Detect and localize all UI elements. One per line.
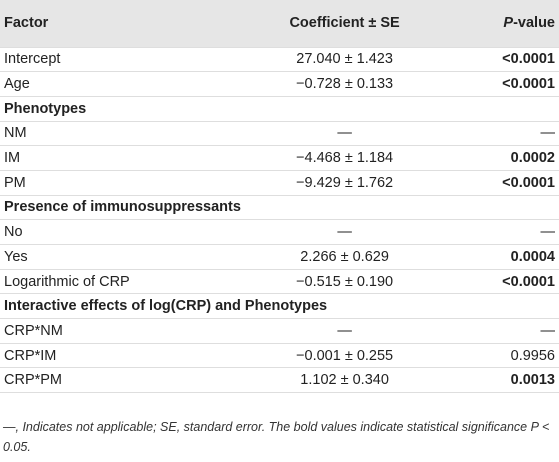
cell-p-value: —: [540, 322, 556, 339]
cell-p-value: <0.0001: [502, 51, 555, 68]
cell-coefficient: 27.040 ± 1.423: [296, 51, 393, 68]
regression-table: Factor Coefficient ± SE P-value Intercep…: [0, 0, 559, 393]
header-p-rest: -value: [513, 15, 555, 32]
cell-coefficient: −9.429 ± 1.762: [296, 174, 394, 191]
cell-p-value: 0.0013: [510, 372, 555, 389]
table-row: Yes 2.266 ± 0.629 0.0004: [0, 244, 559, 270]
cell-factor: CRP*NM: [4, 322, 63, 339]
cell-coefficient: —: [337, 322, 352, 339]
cell-coefficient: —: [337, 125, 352, 142]
table-row: NM — —: [0, 121, 559, 146]
table-row: CRP*PM 1.102 ± 0.340 0.0013: [0, 367, 559, 393]
table-row: CRP*IM −0.001 ± 0.255 0.9956: [0, 343, 559, 368]
cell-p-value: 0.9956: [510, 347, 555, 364]
section-label: Phenotypes: [4, 100, 87, 117]
cell-factor: Age: [4, 76, 30, 93]
cell-coefficient: −0.001 ± 0.255: [296, 347, 394, 364]
table-row: IM −4.468 ± 1.184 0.0002: [0, 145, 559, 171]
cell-coefficient: −4.468 ± 1.184: [296, 150, 394, 167]
header-factor: Factor: [4, 15, 49, 32]
cell-factor: CRP*IM: [4, 347, 57, 364]
cell-p-value: —: [540, 224, 556, 241]
section-label: Interactive effects of log(CRP) and Phen…: [4, 298, 328, 315]
cell-coefficient: 2.266 ± 0.629: [300, 248, 389, 265]
cell-factor: No: [4, 224, 23, 241]
section-label: Presence of immunosuppressants: [4, 199, 241, 216]
cell-p-value: <0.0001: [502, 76, 555, 93]
cell-coefficient: —: [337, 224, 352, 241]
cell-factor: CRP*PM: [4, 372, 63, 389]
table-header-row: Factor Coefficient ± SE P-value: [0, 0, 559, 47]
cell-p-value: <0.0001: [502, 273, 555, 290]
cell-factor: IM: [4, 150, 21, 167]
table-body: Intercept 27.040 ± 1.423 <0.0001 Age −0.728 …: [0, 47, 559, 393]
cell-coefficient: −0.515 ± 0.190: [296, 273, 394, 290]
section-row: Phenotypes: [0, 96, 559, 121]
cell-factor: Yes: [4, 248, 28, 265]
table-row: Intercept 27.040 ± 1.423 <0.0001: [0, 47, 559, 72]
cell-p-value: 0.0004: [510, 248, 555, 265]
cell-coefficient: −0.728 ± 0.133: [296, 76, 394, 93]
table-row: CRP*NM — —: [0, 318, 559, 344]
cell-coefficient: 1.102 ± 0.340: [300, 372, 389, 389]
cell-p-value: 0.0002: [510, 150, 555, 167]
cell-p-value: —: [540, 125, 556, 142]
header-p-italic: P: [503, 15, 514, 32]
cell-factor: NM: [4, 125, 27, 142]
table-footnote: —, Indicates not applicable; SE, standar…: [3, 420, 550, 454]
table-row: No — —: [0, 219, 559, 245]
header-p-value: P-value: [450, 0, 559, 47]
table-row: PM −9.429 ± 1.762 <0.0001: [0, 170, 559, 195]
header-coefficient: Coefficient ± SE: [289, 15, 400, 32]
cell-factor: Logarithmic of CRP: [4, 273, 130, 290]
section-row: Presence of immunosuppressants: [0, 195, 559, 220]
cell-p-value: <0.0001: [502, 174, 555, 191]
table-row: Age −0.728 ± 0.133 <0.0001: [0, 71, 559, 97]
cell-factor: PM: [4, 174, 26, 191]
section-row: Interactive effects of log(CRP) and Phen…: [0, 293, 559, 319]
cell-factor: Intercept: [4, 51, 61, 68]
table-row: Logarithmic of CRP −0.515 ± 0.190 <0.0001: [0, 269, 559, 294]
